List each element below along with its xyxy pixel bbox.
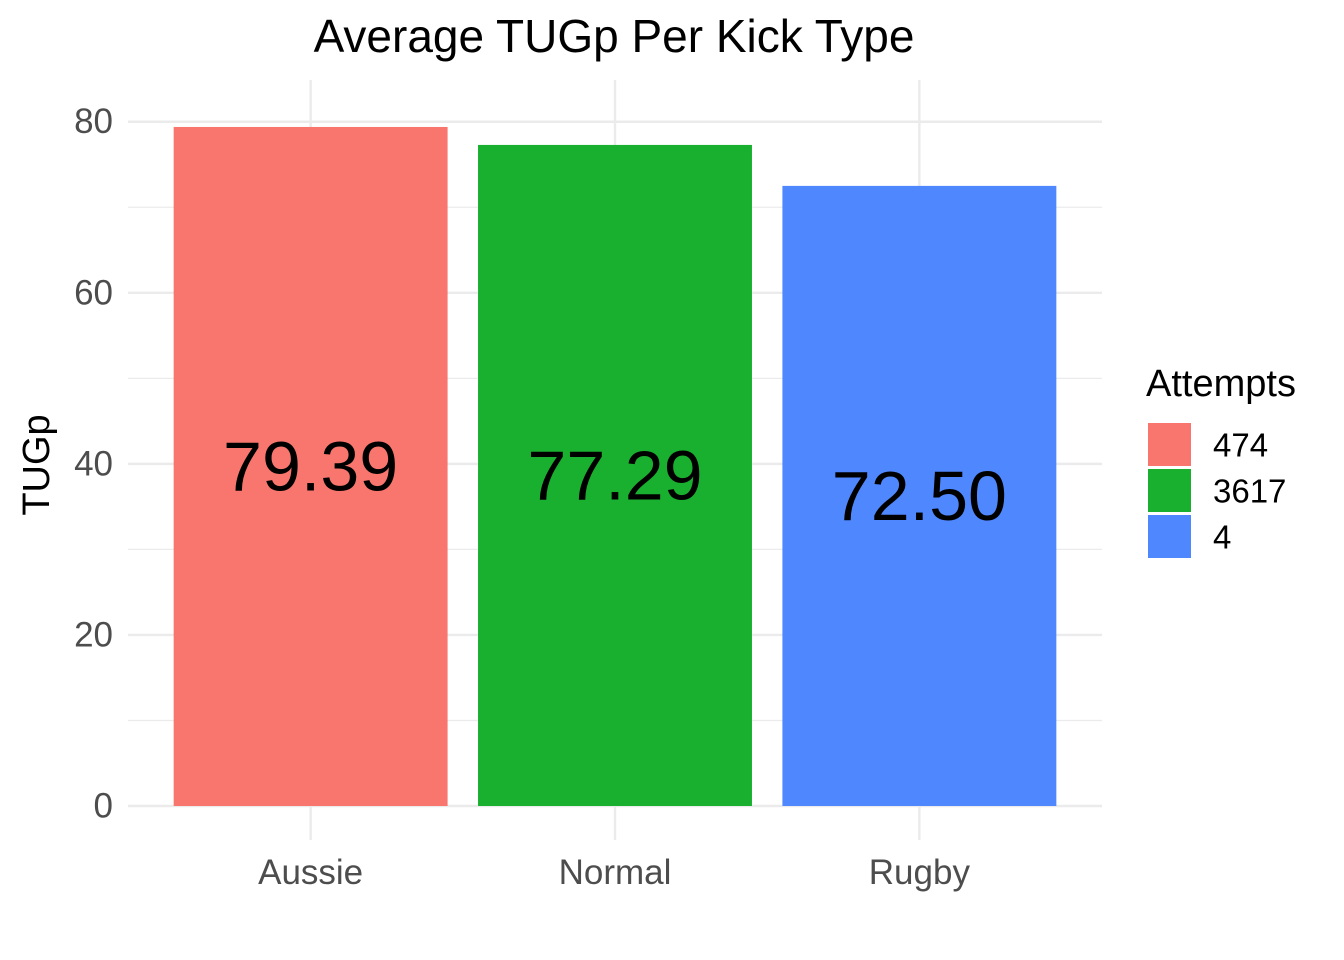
y-tick-label: 80 bbox=[74, 102, 113, 141]
legend-key bbox=[1148, 423, 1191, 466]
y-tick-label: 40 bbox=[74, 444, 113, 483]
data-label-aussie: 79.39 bbox=[223, 427, 398, 505]
bar-rugby bbox=[782, 185, 1057, 806]
legend-key bbox=[1148, 469, 1191, 512]
data-label-rugby: 72.50 bbox=[832, 457, 1007, 535]
y-axis-title: TUGp bbox=[16, 414, 58, 515]
legend-label: 4 bbox=[1213, 519, 1231, 556]
chart-title: Average TUGp Per Kick Type bbox=[314, 10, 915, 62]
x-tick-label: Normal bbox=[559, 853, 672, 892]
bar-normal bbox=[478, 144, 752, 806]
x-tick-label: Aussie bbox=[258, 853, 363, 892]
y-tick-label: 0 bbox=[94, 787, 113, 826]
y-axis-ticks: 0 20 40 60 80 bbox=[74, 102, 113, 825]
legend-title: Attempts bbox=[1146, 363, 1296, 405]
x-tick-label: Rugby bbox=[869, 853, 971, 892]
legend-label: 3617 bbox=[1213, 473, 1286, 510]
data-label-normal: 77.29 bbox=[527, 436, 702, 514]
bars bbox=[173, 126, 1057, 806]
x-axis-ticks: Aussie Normal Rugby bbox=[258, 853, 970, 892]
bar-aussie bbox=[173, 126, 448, 806]
legend-items: 474 3617 4 bbox=[1148, 423, 1286, 558]
data-labels: 79.39 77.29 72.50 bbox=[223, 427, 1007, 534]
y-tick-label: 60 bbox=[74, 273, 113, 312]
y-tick-label: 20 bbox=[74, 615, 113, 654]
legend-key bbox=[1148, 515, 1191, 558]
legend: Attempts 474 3617 4 bbox=[1146, 363, 1296, 558]
legend-label: 474 bbox=[1213, 427, 1268, 464]
